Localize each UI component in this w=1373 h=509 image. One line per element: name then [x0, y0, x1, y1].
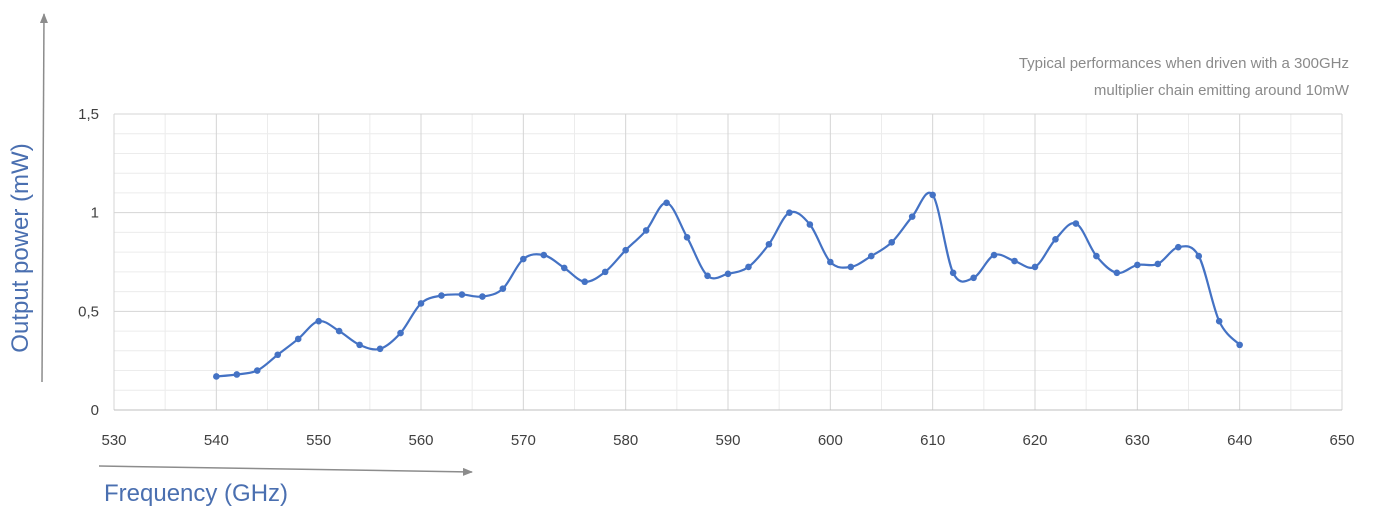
x-tick-labels: 530 540 550 560 570 580 590 600 610 620 630 640 650	[101, 432, 1354, 449]
x-axis-title: Frequency (GHz)	[104, 480, 288, 507]
data-point	[949, 269, 957, 277]
x-tick-label: 630	[1125, 432, 1150, 449]
data-point	[970, 274, 977, 282]
data-point	[1072, 220, 1080, 227]
annotation-line-2: multiplier chain emitting around 10mW	[1094, 82, 1350, 99]
x-tick-label: 560	[408, 432, 433, 449]
data-point	[867, 252, 875, 260]
x-tick-label: 590	[715, 432, 740, 449]
x-tick-label: 640	[1227, 432, 1252, 449]
x-tick-label: 570	[511, 432, 536, 449]
data-point	[765, 240, 773, 248]
data-point	[1134, 261, 1141, 269]
data-points	[213, 191, 1243, 380]
data-point	[499, 285, 507, 292]
data-point	[213, 373, 220, 380]
data-point	[827, 258, 834, 266]
x-tick-label: 600	[818, 432, 843, 449]
x-tick-label: 580	[613, 432, 638, 449]
data-point	[1236, 341, 1243, 349]
x-tick-label: 650	[1329, 432, 1354, 449]
annotation-line-1: Typical performances when driven with a …	[1019, 55, 1349, 72]
data-point	[908, 213, 916, 220]
data-point	[356, 341, 363, 349]
y-tick-label: 1,5	[78, 106, 99, 123]
data-point	[1195, 252, 1203, 260]
data-point	[888, 238, 896, 246]
y-tick-label: 0	[91, 402, 99, 419]
data-point	[806, 221, 814, 228]
data-point	[1093, 252, 1100, 260]
x-tick-label: 530	[101, 432, 126, 449]
y-tick-label: 0,5	[78, 303, 99, 320]
data-point	[581, 278, 589, 286]
data-point	[1031, 263, 1039, 271]
data-point	[417, 300, 425, 307]
data-point	[622, 246, 629, 254]
x-tick-label: 620	[1022, 432, 1047, 449]
data-point	[520, 255, 527, 263]
y-tick-label: 1	[91, 205, 99, 222]
data-point	[704, 272, 711, 280]
data-point	[233, 371, 241, 378]
data-point	[438, 292, 445, 299]
x-tick-label: 550	[306, 432, 331, 449]
data-point	[315, 317, 322, 325]
data-point	[560, 264, 568, 272]
data-point	[929, 191, 936, 199]
data-point	[990, 251, 998, 259]
data-point	[1113, 269, 1121, 277]
y-axis-arrow	[39, 13, 48, 383]
data-point	[397, 329, 404, 337]
data-point	[335, 327, 343, 335]
data-point	[847, 263, 855, 271]
data-point	[458, 291, 466, 298]
data-point	[253, 367, 261, 374]
data-point	[376, 345, 384, 353]
data-point	[683, 234, 691, 241]
data-point	[294, 335, 302, 343]
data-point	[724, 270, 732, 278]
data-point	[540, 251, 548, 259]
data-point	[663, 199, 670, 207]
data-point	[745, 263, 752, 271]
data-point	[601, 268, 609, 276]
data-point	[1174, 243, 1182, 251]
data-point	[1215, 317, 1223, 325]
x-tick-label: 540	[204, 432, 229, 449]
data-point	[1154, 260, 1162, 268]
data-point	[1011, 257, 1018, 265]
x-tick-label: 610	[920, 432, 945, 449]
data-point	[786, 209, 793, 216]
data-point	[642, 227, 650, 234]
x-axis-arrow	[98, 465, 473, 476]
y-tick-labels: 0 0,5 1 1,5	[78, 106, 99, 419]
data-point	[1052, 236, 1059, 243]
data-point	[479, 293, 486, 300]
data-point	[274, 351, 282, 359]
major-gridlines	[113, 113, 1343, 411]
y-axis-title: Output power (mW)	[7, 143, 34, 352]
